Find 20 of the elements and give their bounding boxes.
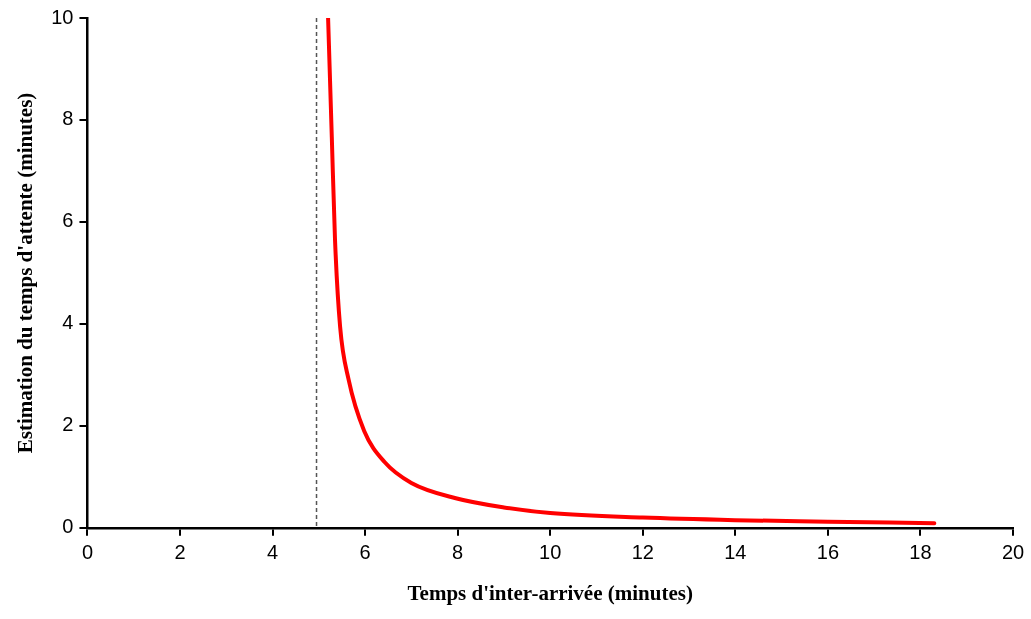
x-tick-label: 20 <box>1001 541 1025 564</box>
y-tick-label: 10 <box>51 5 74 28</box>
x-tick-label: 0 <box>81 541 94 564</box>
x-tick-label: 4 <box>266 541 279 564</box>
x-tick-label: 10 <box>539 541 562 564</box>
x-tick-label: 6 <box>359 541 371 564</box>
x-tick-label: 8 <box>452 541 464 564</box>
y-tick-label: 0 <box>62 515 74 538</box>
y-tick-label: 6 <box>62 209 74 232</box>
x-tick-label: 12 <box>631 541 654 564</box>
x-axis-title: Temps d'inter-arrivée (minutes) <box>407 580 693 605</box>
y-tick-label: 8 <box>62 107 74 130</box>
x-tick-label: 2 <box>174 541 186 564</box>
y-tick-label: 2 <box>62 413 74 436</box>
x-tick-label: 14 <box>724 541 747 564</box>
x-tick-label: 16 <box>816 541 840 564</box>
x-tick-label: 18 <box>909 541 932 564</box>
y-axis-title: Estimation du temps d'attente (minutes) <box>13 92 38 454</box>
line-series <box>326 18 937 526</box>
y-tick-label: 4 <box>62 311 74 334</box>
